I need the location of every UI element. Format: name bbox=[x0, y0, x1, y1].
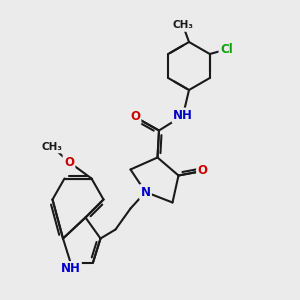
Text: Cl: Cl bbox=[220, 43, 233, 56]
Text: CH₃: CH₃ bbox=[42, 142, 63, 152]
Text: CH₃: CH₃ bbox=[172, 20, 194, 31]
Text: O: O bbox=[197, 164, 208, 178]
Text: NH: NH bbox=[173, 109, 193, 122]
Text: NH: NH bbox=[61, 262, 80, 275]
Text: O: O bbox=[64, 155, 74, 169]
Text: N: N bbox=[140, 185, 151, 199]
Text: O: O bbox=[130, 110, 140, 124]
